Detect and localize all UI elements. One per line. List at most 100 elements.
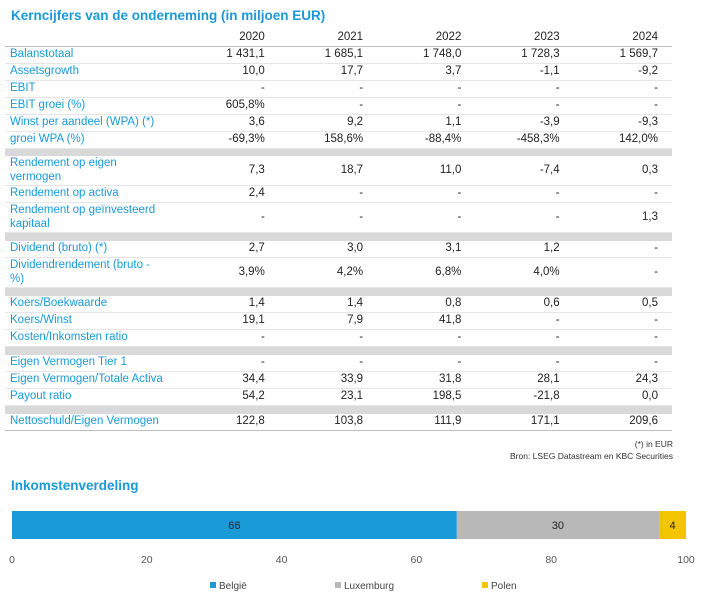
value-cell: -: [573, 97, 672, 115]
value-cell: 0,6: [475, 295, 574, 313]
key-figures-table: 2020 2021 2022 2023 2024 Balanstotaal 1 4…: [5, 30, 672, 431]
value-cell: -: [278, 80, 378, 98]
value-cell: 1 728,3: [475, 46, 574, 64]
table-row: Rendement op geïnvesteerd kapitaal - - - -1,3: [5, 202, 672, 233]
separator-cell: [5, 148, 672, 156]
chart-title: Inkomstenverdeling: [11, 478, 139, 493]
value-cell: -: [573, 329, 672, 347]
value-cell: -: [573, 354, 672, 372]
data-label: 30: [552, 520, 564, 532]
column-header: 2022: [377, 30, 476, 47]
value-cell: -69,3%: [180, 131, 279, 149]
separator-cell: [5, 405, 672, 414]
table-row: Nettoschuld/Eigen Vermogen 122,8 103,8 111,…: [5, 413, 672, 431]
value-cell: -: [573, 312, 672, 330]
value-cell: -: [475, 97, 574, 115]
value-cell: 7,3: [180, 156, 279, 186]
value-cell: 0,0: [573, 388, 672, 406]
table-row: Payout ratio 54,2 23,1 198,5 -21,8 0,0: [5, 388, 672, 406]
x-tick-label: 20: [141, 554, 153, 566]
value-cell: 10,0: [180, 63, 279, 81]
value-cell: 4,0%: [475, 257, 574, 288]
legend-label: België: [219, 581, 247, 592]
row-label-line: EBIT: [10, 81, 36, 94]
row-label: EBIT: [5, 80, 181, 98]
value-cell: -3,9: [475, 114, 574, 132]
row-label-line: Dividend (bruto) (*): [10, 242, 108, 254]
value-cell: -1,1: [475, 63, 574, 81]
table-row: groei WPA (%) -69,3% 158,6% -88,4% -458,3% 14…: [5, 131, 672, 149]
row-label: Kosten/Inkomsten ratio: [5, 329, 181, 347]
value-cell: 605,8%: [180, 97, 279, 115]
table-row: Eigen Vermogen/Totale Activa 34,4 33,9 31,8…: [5, 371, 672, 389]
table-row: Winst per aandeel (WPA) (*) 3,6 9,2 1,1 -3,9…: [5, 114, 672, 132]
group-separator: [5, 287, 672, 296]
row-label: Rendement op eigen vermogen: [5, 156, 181, 186]
value-cell: -21,8: [475, 388, 574, 406]
column-header: 2023: [475, 30, 574, 47]
row-label: Koers/Winst: [5, 312, 181, 330]
table-row: Assetsgrowth 10,0 17,7 3,7 -1,1 -9,2: [5, 63, 672, 81]
value-cell: -: [573, 240, 672, 258]
row-label: Assetsgrowth: [5, 63, 181, 81]
row-label: Eigen Vermogen/Totale Activa: [5, 371, 181, 389]
value-cell: -: [475, 185, 574, 203]
value-cell: -: [377, 185, 476, 203]
row-label-line: Rendement op activa: [10, 187, 119, 200]
table-row: Kosten/Inkomsten ratio - - - - -: [5, 329, 672, 347]
row-label: Winst per aandeel (WPA) (*): [5, 114, 181, 132]
row-label: Dividendrendement (bruto -%): [5, 257, 181, 288]
row-label: Koers/Boekwaarde: [5, 295, 181, 313]
table-row: EBIT - - - - -: [5, 80, 672, 98]
value-cell: -: [377, 97, 476, 115]
group-separator: [5, 346, 672, 355]
value-cell: -9,3: [573, 114, 672, 132]
column-header: 2021: [278, 30, 378, 47]
row-label: Payout ratio: [5, 388, 181, 406]
value-cell: 2,7: [180, 240, 279, 258]
value-cell: 1,4: [278, 295, 378, 313]
row-label-line: Winst per aandeel (WPA) (*): [10, 115, 155, 128]
row-label-line: EBIT groei (%): [10, 98, 86, 111]
value-cell: -: [180, 329, 279, 347]
value-cell: -: [475, 329, 574, 347]
value-cell: 1,2: [475, 240, 574, 258]
value-cell: -9,2: [573, 63, 672, 81]
value-cell: 9,2: [278, 114, 378, 132]
value-cell: -: [377, 80, 476, 98]
legend-label: Luxemburg: [344, 581, 394, 592]
x-tick-label: 100: [677, 554, 695, 566]
row-label-line: kapitaal: [10, 217, 50, 230]
row-label-line: Kosten/Inkomsten ratio: [10, 331, 128, 344]
x-tick-label: 60: [411, 554, 423, 566]
value-cell: 3,0: [278, 240, 378, 258]
data-label: 4: [669, 520, 675, 532]
value-cell: -: [377, 329, 476, 347]
value-cell: -7,4: [475, 156, 574, 186]
row-label: groei WPA (%): [5, 131, 181, 149]
value-cell: 1 748,0: [377, 46, 476, 64]
table-body: Balanstotaal 1 431,1 1 685,1 1 748,0 1 728,3…: [5, 46, 672, 431]
value-cell: 1,4: [180, 295, 279, 313]
value-cell: 34,4: [180, 371, 279, 389]
row-label-line: Rendement op geïnvesteerd: [10, 204, 156, 216]
value-cell: 33,9: [278, 371, 378, 389]
value-cell: -: [377, 354, 476, 372]
row-label: Rendement op activa: [5, 185, 181, 203]
value-cell: 17,7: [278, 63, 378, 81]
value-cell: -: [573, 80, 672, 98]
value-cell: -: [180, 80, 279, 98]
x-tick-label: 80: [545, 554, 557, 566]
separator-cell: [5, 287, 672, 296]
row-label-line: Eigen Vermogen Tier 1: [10, 356, 127, 368]
value-cell: 31,8: [377, 371, 476, 389]
table-row: EBIT groei (%) 605,8% - - - -: [5, 97, 672, 115]
value-cell: -: [180, 354, 279, 372]
separator-cell: [5, 232, 672, 241]
header-empty-cell: [5, 30, 181, 47]
value-cell: 19,1: [180, 312, 279, 330]
value-cell: 54,2: [180, 388, 279, 406]
value-cell: 3,6: [180, 114, 279, 132]
group-separator: [5, 232, 672, 241]
value-cell: -: [573, 257, 672, 288]
